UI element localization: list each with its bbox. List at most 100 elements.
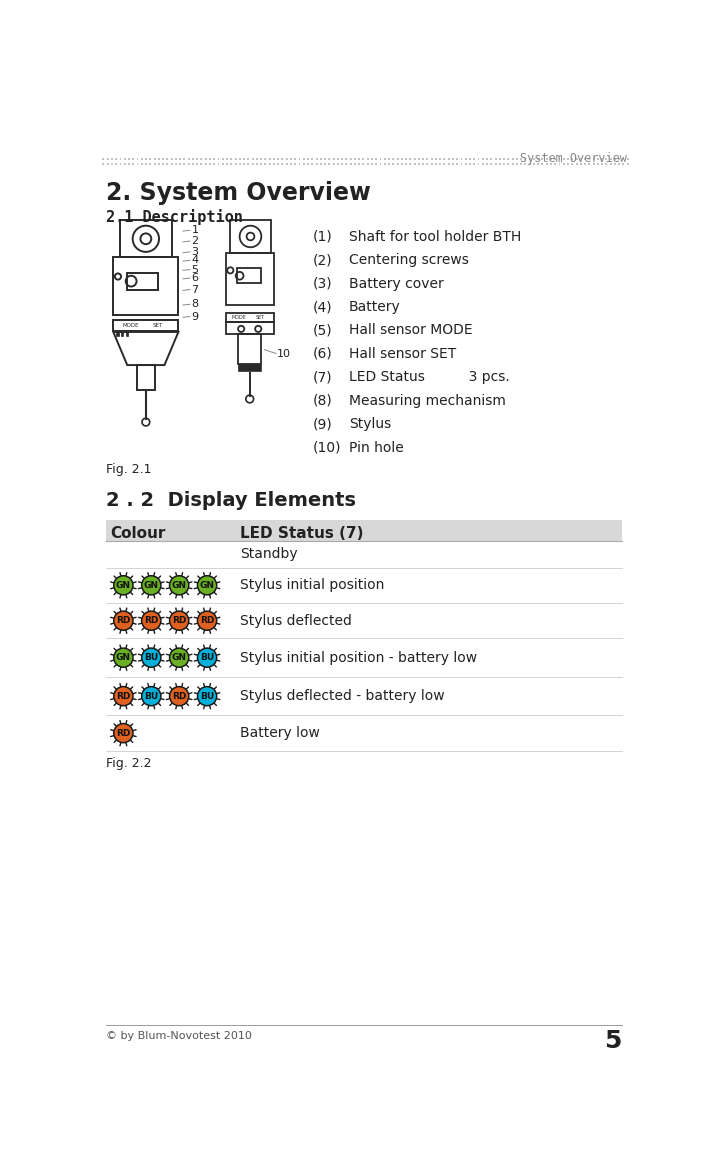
Circle shape: [114, 611, 133, 630]
Circle shape: [198, 649, 217, 667]
Text: 4: 4: [192, 255, 199, 266]
Circle shape: [114, 576, 133, 595]
Text: (3): (3): [313, 276, 333, 290]
Bar: [116, 331, 119, 336]
Circle shape: [169, 649, 189, 667]
Bar: [127, 273, 159, 289]
Bar: [137, 365, 155, 390]
Text: Centering screws: Centering screws: [349, 253, 469, 267]
Text: 3: 3: [192, 247, 198, 257]
Text: 7: 7: [192, 284, 199, 295]
Circle shape: [198, 686, 217, 706]
Text: Hall sensor MODE: Hall sensor MODE: [349, 323, 472, 337]
Text: GN: GN: [116, 653, 131, 663]
Text: RD: RD: [200, 616, 215, 625]
Text: 8: 8: [192, 300, 199, 309]
Text: 1: 1: [192, 226, 198, 235]
Text: 6: 6: [192, 273, 198, 283]
Text: Shaft for tool holder BTH: Shaft for tool holder BTH: [349, 229, 521, 243]
Bar: [230, 220, 270, 253]
Text: (2): (2): [313, 253, 333, 267]
Text: BU: BU: [144, 692, 159, 700]
Circle shape: [142, 576, 161, 595]
Text: RD: RD: [116, 728, 130, 738]
Bar: [121, 331, 123, 336]
Text: GN: GN: [171, 653, 187, 663]
Text: Fig. 2.1: Fig. 2.1: [105, 463, 151, 476]
Text: (1): (1): [313, 229, 333, 243]
Text: (7): (7): [313, 370, 333, 384]
Text: 10: 10: [277, 349, 291, 358]
Text: BU: BU: [200, 692, 215, 700]
Circle shape: [114, 724, 133, 743]
Text: Stylus deflected: Stylus deflected: [241, 613, 353, 627]
Bar: [226, 253, 274, 306]
Text: (4): (4): [313, 300, 333, 314]
Text: RD: RD: [172, 616, 186, 625]
Text: 9: 9: [192, 311, 199, 322]
Text: (8): (8): [313, 394, 333, 408]
Text: RD: RD: [116, 616, 130, 625]
Text: © by Blum-Novotest 2010: © by Blum-Novotest 2010: [105, 1032, 251, 1041]
Circle shape: [198, 576, 217, 595]
Text: (6): (6): [313, 347, 333, 361]
Text: 5: 5: [605, 1029, 622, 1053]
Circle shape: [169, 686, 189, 706]
Bar: [238, 363, 261, 371]
Text: Measuring mechanism: Measuring mechanism: [349, 394, 506, 408]
Text: Stylus initial position: Stylus initial position: [241, 578, 384, 592]
Text: Hall sensor SET: Hall sensor SET: [349, 347, 456, 361]
Text: GN: GN: [144, 580, 159, 590]
Text: Stylus initial position - battery low: Stylus initial position - battery low: [241, 651, 477, 665]
Bar: [236, 268, 261, 283]
Text: 2 . 2  Display Elements: 2 . 2 Display Elements: [105, 491, 355, 510]
Text: LED Status (7): LED Status (7): [241, 526, 364, 540]
Circle shape: [114, 686, 133, 706]
Bar: [238, 334, 261, 363]
Text: SET: SET: [153, 323, 163, 328]
Circle shape: [169, 611, 189, 630]
Circle shape: [142, 611, 161, 630]
Bar: [105, 519, 622, 542]
Text: (9): (9): [313, 417, 333, 431]
Text: MODE: MODE: [232, 315, 247, 320]
Text: RD: RD: [116, 692, 130, 700]
Circle shape: [142, 686, 161, 706]
Text: Stylus deflected - battery low: Stylus deflected - battery low: [241, 690, 445, 703]
Bar: [226, 313, 274, 322]
Text: Battery: Battery: [349, 300, 401, 314]
Text: BU: BU: [144, 653, 159, 663]
Circle shape: [169, 576, 189, 595]
Text: Colour: Colour: [110, 526, 166, 540]
Text: RD: RD: [172, 692, 186, 700]
Text: LED Status          3 pcs.: LED Status 3 pcs.: [349, 370, 510, 384]
Text: Pin hole: Pin hole: [349, 441, 404, 455]
Text: 2.1 Description: 2.1 Description: [105, 209, 242, 224]
Bar: [120, 220, 172, 257]
Text: RD: RD: [144, 616, 159, 625]
Text: (5): (5): [313, 323, 333, 337]
Text: Battery cover: Battery cover: [349, 276, 444, 290]
Text: Standby: Standby: [241, 548, 298, 562]
Text: 5: 5: [192, 264, 198, 275]
Circle shape: [198, 611, 217, 630]
Text: System Overview: System Overview: [520, 152, 627, 165]
Text: GN: GN: [200, 580, 215, 590]
Circle shape: [114, 649, 133, 667]
Bar: [113, 321, 178, 331]
Text: Stylus: Stylus: [349, 417, 391, 431]
Text: SET: SET: [255, 315, 264, 320]
Circle shape: [142, 649, 161, 667]
Text: BU: BU: [200, 653, 215, 663]
Bar: [226, 322, 274, 334]
Text: Fig. 2.2: Fig. 2.2: [105, 757, 151, 770]
Text: GN: GN: [116, 580, 131, 590]
Text: GN: GN: [171, 580, 187, 590]
Text: MODE: MODE: [122, 323, 139, 328]
Text: Battery low: Battery low: [241, 726, 320, 740]
Text: 2. System Overview: 2. System Overview: [105, 181, 370, 206]
Text: (10): (10): [313, 441, 342, 455]
Bar: [126, 331, 128, 336]
Bar: [113, 257, 178, 315]
Text: 2: 2: [192, 236, 199, 246]
